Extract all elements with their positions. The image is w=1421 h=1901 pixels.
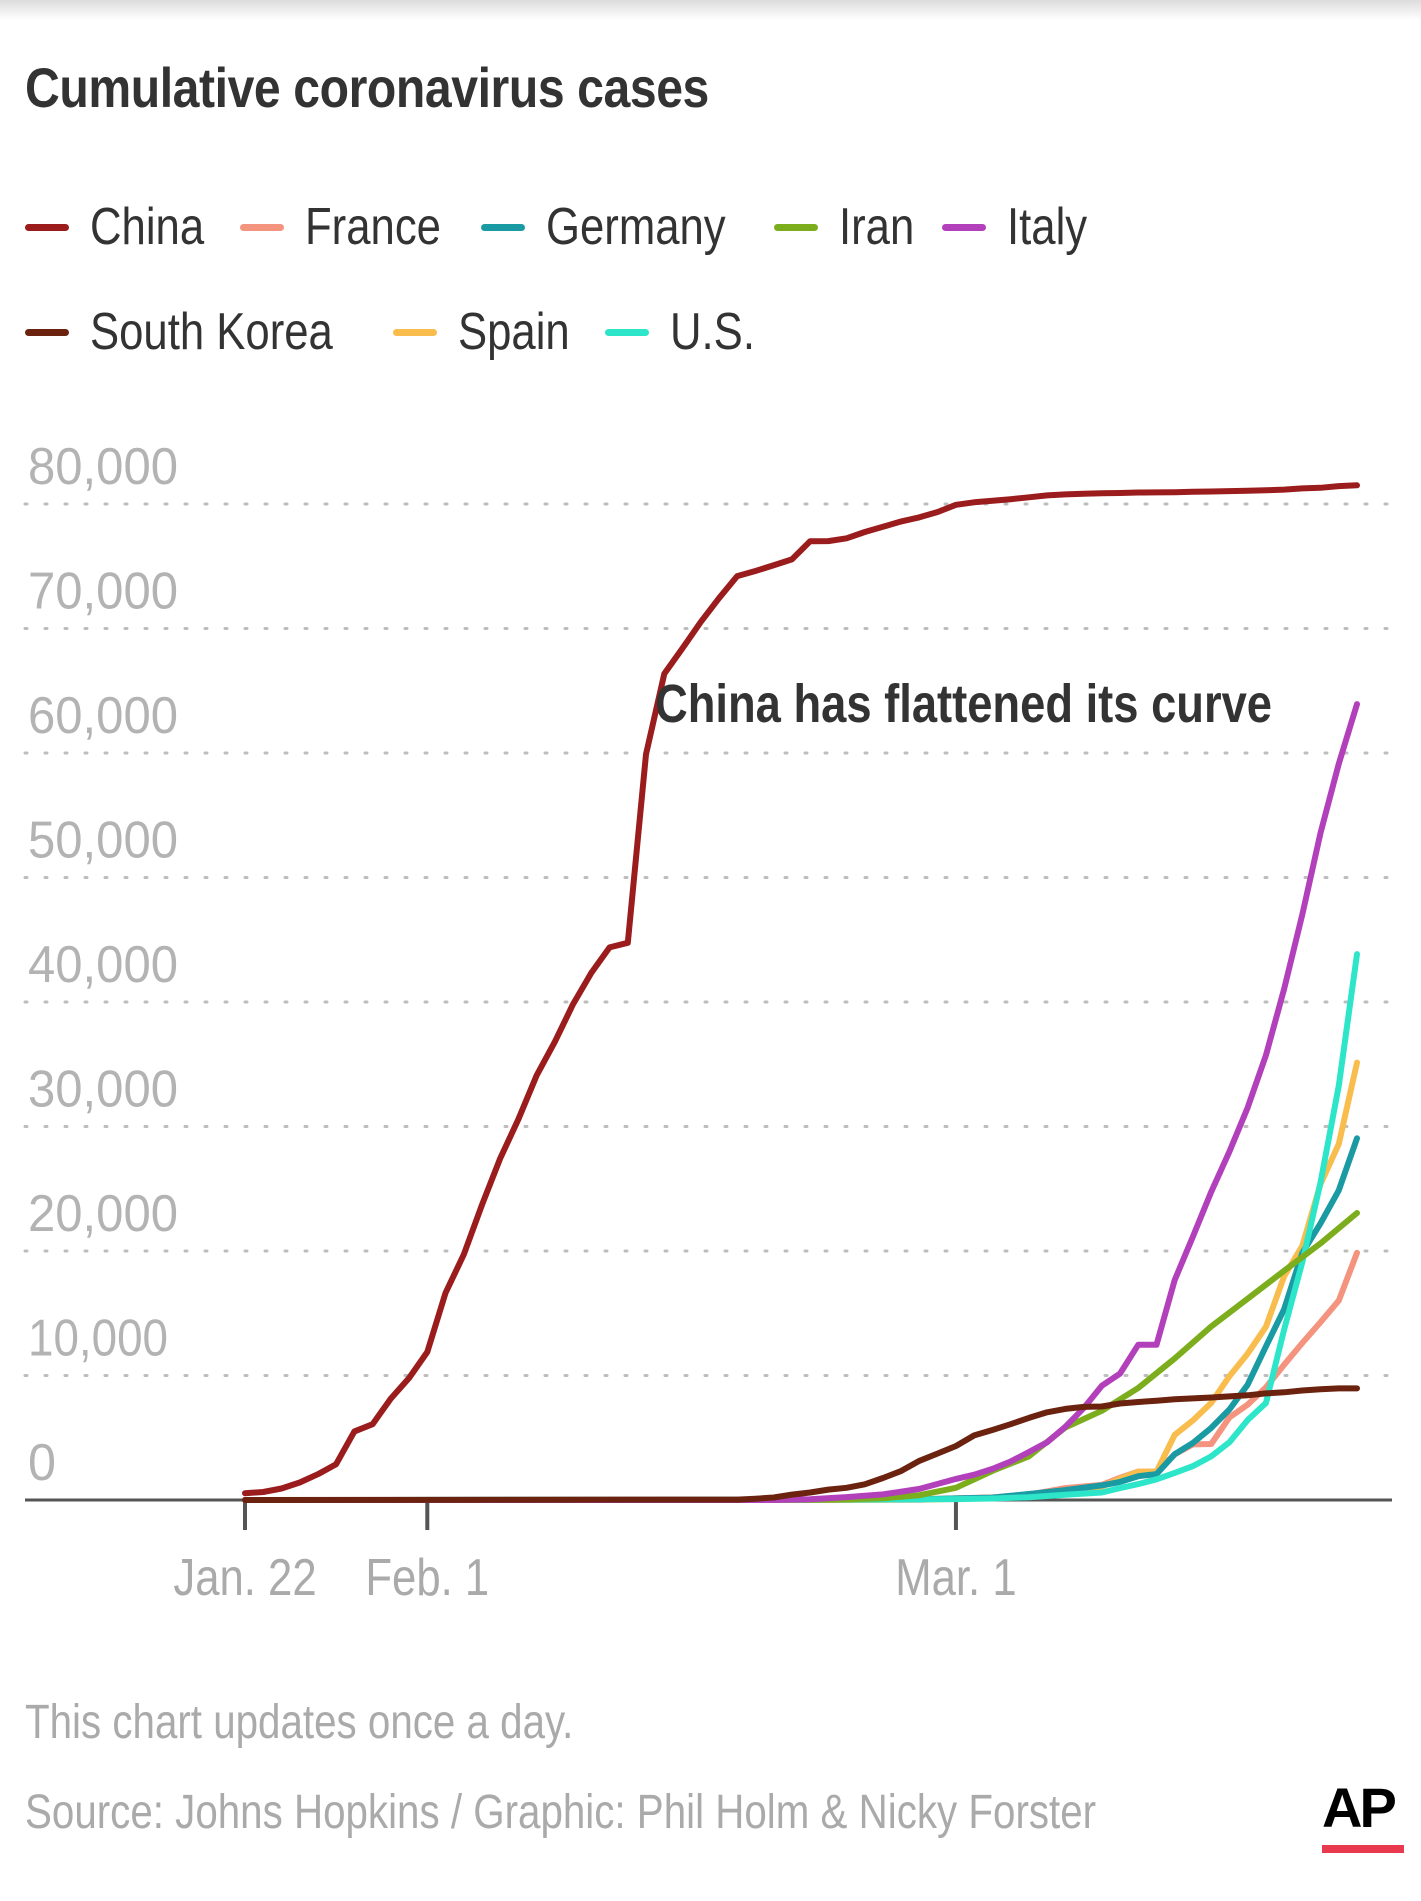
y-tick-label: 70,000 xyxy=(28,563,178,621)
x-tick-label: Feb. 1 xyxy=(365,1550,489,1607)
legend-label-us: U.S. xyxy=(670,303,756,361)
legend: China France Germany Iran Italy South Ko… xyxy=(25,195,1345,405)
y-tick-label: 50,000 xyxy=(28,812,178,870)
legend-label-iran: Iran xyxy=(838,198,914,256)
legend-item-spain: Spain xyxy=(393,302,573,362)
legend-swatch-germany xyxy=(480,223,525,231)
legend-swatch-spain xyxy=(393,328,438,336)
legend-swatch-iran xyxy=(773,223,818,231)
legend-row-2: South Korea Spain U.S. xyxy=(25,300,1345,364)
chart-title: Cumulative coronavirus cases xyxy=(25,56,709,119)
y-tick-label: 40,000 xyxy=(28,936,178,994)
x-tick-label: Mar. 1 xyxy=(895,1550,1016,1607)
x-tick-label: Jan. 22 xyxy=(173,1550,316,1607)
ap-logo-underline xyxy=(1322,1845,1404,1853)
series-line-south-korea xyxy=(242,1385,1360,1503)
legend-item-iran: Iran xyxy=(773,197,914,257)
legend-swatch-us xyxy=(605,328,650,336)
legend-item-us: U.S. xyxy=(605,302,756,362)
legend-label-south-korea: South Korea xyxy=(90,303,333,361)
y-tick-label: 0 xyxy=(28,1434,56,1492)
y-tick-label: 30,000 xyxy=(28,1061,178,1119)
series-line-germany xyxy=(242,1135,1360,1503)
legend-item-china: China xyxy=(25,197,208,257)
y-tick-label: 10,000 xyxy=(28,1310,168,1368)
legend-label-spain: Spain xyxy=(458,303,570,361)
legend-swatch-south-korea xyxy=(25,328,69,336)
source-credit: Source: Johns Hopkins / Graphic: Phil Ho… xyxy=(25,1786,1097,1839)
legend-item-germany: Germany xyxy=(480,197,742,257)
chart-annotation: China has flattened its curve xyxy=(655,674,1272,734)
legend-item-france: France xyxy=(239,197,449,257)
y-tick-label: 80,000 xyxy=(28,438,178,496)
series-line-china xyxy=(242,482,1360,1497)
update-note: This chart updates once a day. xyxy=(25,1696,574,1749)
legend-label-italy: Italy xyxy=(1007,198,1088,256)
legend-item-italy: Italy xyxy=(942,197,1088,257)
legend-label-france: France xyxy=(304,198,441,256)
legend-swatch-france xyxy=(239,223,284,231)
legend-label-china: China xyxy=(90,198,205,256)
y-tick-label: 60,000 xyxy=(28,687,178,745)
legend-row-1: China France Germany Iran Italy xyxy=(25,195,1345,259)
legend-swatch-italy xyxy=(942,223,987,231)
top-shadow xyxy=(0,0,1421,20)
series-line-spain xyxy=(242,1059,1360,1503)
legend-item-south-korea: South Korea xyxy=(25,302,361,362)
series-line-italy xyxy=(242,701,1360,1503)
legend-label-germany: Germany xyxy=(545,198,726,256)
series-line-iran xyxy=(242,1210,1360,1503)
legend-swatch-china xyxy=(25,223,69,231)
series-line-u-s xyxy=(242,951,1360,1503)
line-chart: 0 10,000 20,000 30,000 40,000 50,000 60,000 70,… xyxy=(23,438,1392,1607)
y-tick-label: 20,000 xyxy=(28,1185,178,1243)
ap-logo: AP xyxy=(1322,1776,1397,1839)
